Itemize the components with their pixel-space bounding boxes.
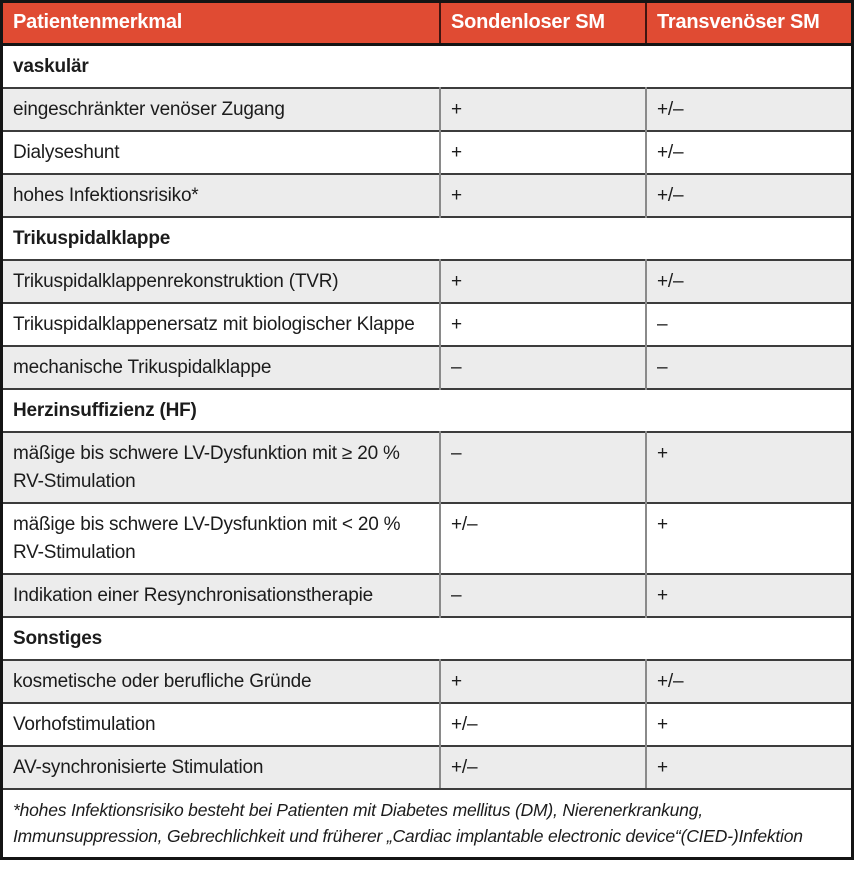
value-sondenloser-sm: – — [440, 573, 647, 617]
value-transvenoeser-sm: +/– — [646, 173, 851, 217]
value-transvenoeser-sm: +/– — [646, 259, 851, 303]
table-row: kosmetische oder berufliche Gründe + +/– — [3, 659, 851, 703]
table-row: AV-synchronisierte Stimulation +/– + — [3, 745, 851, 788]
section-label: Sonstiges — [3, 616, 851, 660]
column-header-sondenloser-sm: Sondenloser SM — [440, 3, 647, 46]
row-label: AV-synchronisierte Stimulation — [3, 745, 441, 788]
column-header-patientenmerkmal: Patientenmerkmal — [3, 3, 441, 46]
value-sondenloser-sm: + — [440, 173, 647, 217]
section-label: Herzinsuffizienz (HF) — [3, 388, 851, 432]
value-sondenloser-sm: + — [440, 259, 647, 303]
table-row: Trikuspidalklappenersatz mit biologische… — [3, 302, 851, 346]
table-row: Vorhofstimulation +/– + — [3, 702, 851, 746]
table-row: hohes Infektionsrisiko* + +/– — [3, 173, 851, 217]
value-sondenloser-sm: – — [440, 431, 647, 503]
value-transvenoeser-sm: – — [646, 302, 851, 346]
table-row: Dialyseshunt + +/– — [3, 130, 851, 174]
value-sondenloser-sm: – — [440, 345, 647, 389]
section-row: Trikuspidalklappe — [3, 216, 851, 260]
patient-criteria-comparison-table: Patientenmerkmal Sondenloser SM Transven… — [0, 0, 854, 860]
section-label: Trikuspidalklappe — [3, 216, 851, 260]
value-transvenoeser-sm: + — [646, 502, 851, 574]
value-transvenoeser-sm: – — [646, 345, 851, 389]
table-row: eingeschränkter venöser Zugang + +/– — [3, 87, 851, 131]
table-row: Trikuspidalklappenrekonstruktion (TVR) + +… — [3, 259, 851, 303]
table-row: mechanische Trikuspidalklappe – – — [3, 345, 851, 389]
table-row: mäßige bis schwere LV-Dysfunktion mit ≥ … — [3, 431, 851, 503]
table-row: Indikation einer Resynchronisationsthera… — [3, 573, 851, 617]
row-label: eingeschränkter venöser Zugang — [3, 87, 441, 131]
value-transvenoeser-sm: + — [646, 745, 851, 788]
table-footnote: *hohes Infektionsrisiko besteht bei Pati… — [3, 788, 851, 857]
value-sondenloser-sm: +/– — [440, 745, 647, 788]
row-label: hohes Infektionsrisiko* — [3, 173, 441, 217]
value-sondenloser-sm: + — [440, 130, 647, 174]
value-transvenoeser-sm: + — [646, 573, 851, 617]
value-sondenloser-sm: +/– — [440, 502, 647, 574]
row-label: Trikuspidalklappenersatz mit biologische… — [3, 302, 441, 346]
section-row: vaskulär — [3, 43, 851, 88]
row-label: mäßige bis schwere LV-Dysfunktion mit < … — [3, 502, 441, 574]
table-row: mäßige bis schwere LV-Dysfunktion mit < … — [3, 502, 851, 574]
section-row: Sonstiges — [3, 616, 851, 660]
row-label: Vorhofstimulation — [3, 702, 441, 746]
value-transvenoeser-sm: +/– — [646, 130, 851, 174]
column-header-transvenoeser-sm: Transvenöser SM — [646, 3, 851, 46]
comparison-table: Patientenmerkmal Sondenloser SM Transven… — [3, 3, 851, 788]
value-sondenloser-sm: + — [440, 659, 647, 703]
row-label: mechanische Trikuspidalklappe — [3, 345, 441, 389]
value-transvenoeser-sm: + — [646, 702, 851, 746]
value-sondenloser-sm: +/– — [440, 702, 647, 746]
row-label: Indikation einer Resynchronisationsthera… — [3, 573, 441, 617]
value-transvenoeser-sm: +/– — [646, 87, 851, 131]
value-sondenloser-sm: + — [440, 87, 647, 131]
row-label: Trikuspidalklappenrekonstruktion (TVR) — [3, 259, 441, 303]
value-sondenloser-sm: + — [440, 302, 647, 346]
row-label: Dialyseshunt — [3, 130, 441, 174]
row-label: kosmetische oder berufliche Gründe — [3, 659, 441, 703]
value-transvenoeser-sm: + — [646, 431, 851, 503]
value-transvenoeser-sm: +/– — [646, 659, 851, 703]
header-row: Patientenmerkmal Sondenloser SM Transven… — [3, 3, 851, 46]
row-label: mäßige bis schwere LV-Dysfunktion mit ≥ … — [3, 431, 441, 503]
section-label: vaskulär — [3, 43, 851, 88]
section-row: Herzinsuffizienz (HF) — [3, 388, 851, 432]
